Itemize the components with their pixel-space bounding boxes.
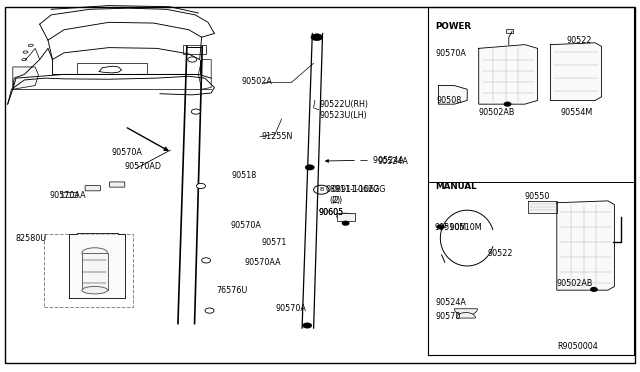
FancyBboxPatch shape — [62, 192, 77, 198]
Text: 90571: 90571 — [261, 238, 287, 247]
Text: 90518: 90518 — [232, 171, 257, 180]
Circle shape — [205, 308, 214, 313]
FancyBboxPatch shape — [109, 182, 125, 187]
Polygon shape — [69, 232, 125, 298]
Text: 90502AB: 90502AB — [479, 108, 515, 117]
Text: 90570AD: 90570AD — [124, 162, 161, 171]
Text: — 90510M: — 90510M — [439, 223, 482, 232]
Text: 90510M: 90510M — [435, 223, 467, 232]
Circle shape — [305, 165, 314, 170]
Text: 76576U: 76576U — [216, 286, 248, 295]
Text: 90554M: 90554M — [561, 108, 593, 117]
Circle shape — [342, 221, 349, 225]
Text: 90570AA: 90570AA — [244, 258, 281, 267]
Circle shape — [591, 288, 597, 291]
Text: 90508: 90508 — [436, 96, 461, 105]
Circle shape — [196, 183, 205, 189]
Polygon shape — [528, 201, 557, 213]
Text: 08911-1062G: 08911-1062G — [325, 185, 380, 194]
Text: 90570A: 90570A — [435, 49, 466, 58]
Polygon shape — [438, 86, 467, 104]
Circle shape — [437, 225, 444, 229]
Text: 90523U(LH): 90523U(LH) — [320, 111, 368, 120]
Text: 90522U(RH): 90522U(RH) — [320, 100, 369, 109]
Circle shape — [504, 102, 511, 106]
Text: 90550: 90550 — [525, 192, 550, 201]
Circle shape — [188, 57, 196, 62]
Text: 90522: 90522 — [488, 249, 513, 258]
Bar — [506, 29, 513, 33]
Text: 82580U: 82580U — [15, 234, 47, 243]
Ellipse shape — [82, 248, 108, 258]
Wedge shape — [456, 312, 476, 318]
Text: MANUAL: MANUAL — [435, 182, 477, 191]
Bar — [44, 234, 133, 307]
Bar — [428, 7, 634, 355]
Text: 08911-1062G: 08911-1062G — [332, 185, 386, 194]
Text: 91255N: 91255N — [261, 132, 292, 141]
Circle shape — [202, 258, 211, 263]
Ellipse shape — [82, 286, 108, 294]
Bar — [337, 213, 355, 221]
Wedge shape — [454, 309, 477, 315]
Text: B: B — [319, 187, 323, 192]
Circle shape — [191, 109, 200, 114]
Text: 90570A: 90570A — [230, 221, 261, 230]
Text: (2): (2) — [330, 196, 341, 205]
Circle shape — [311, 34, 323, 41]
Text: —  90524A: — 90524A — [360, 156, 404, 165]
Text: 90522: 90522 — [566, 36, 592, 45]
Ellipse shape — [337, 213, 355, 220]
Polygon shape — [13, 67, 38, 89]
Text: 90570: 90570 — [435, 312, 461, 321]
Text: 90570AA: 90570AA — [50, 191, 86, 200]
FancyBboxPatch shape — [85, 186, 100, 191]
Polygon shape — [557, 201, 614, 290]
Polygon shape — [479, 45, 538, 104]
Text: (2): (2) — [332, 196, 343, 205]
Text: 90605: 90605 — [319, 208, 344, 217]
Text: 90524A: 90524A — [435, 298, 466, 307]
Text: R9050004: R9050004 — [557, 342, 598, 351]
Text: 90524A: 90524A — [378, 157, 408, 166]
Circle shape — [303, 323, 312, 328]
Text: 90502A: 90502A — [242, 77, 273, 86]
Text: 90570A: 90570A — [111, 148, 142, 157]
Bar — [82, 253, 108, 290]
Text: POWER: POWER — [435, 22, 471, 31]
Text: 90570A: 90570A — [275, 304, 306, 312]
Bar — [183, 45, 206, 54]
Text: 90502AB: 90502AB — [557, 279, 593, 288]
Text: 90605: 90605 — [319, 208, 344, 217]
Polygon shape — [550, 43, 602, 100]
